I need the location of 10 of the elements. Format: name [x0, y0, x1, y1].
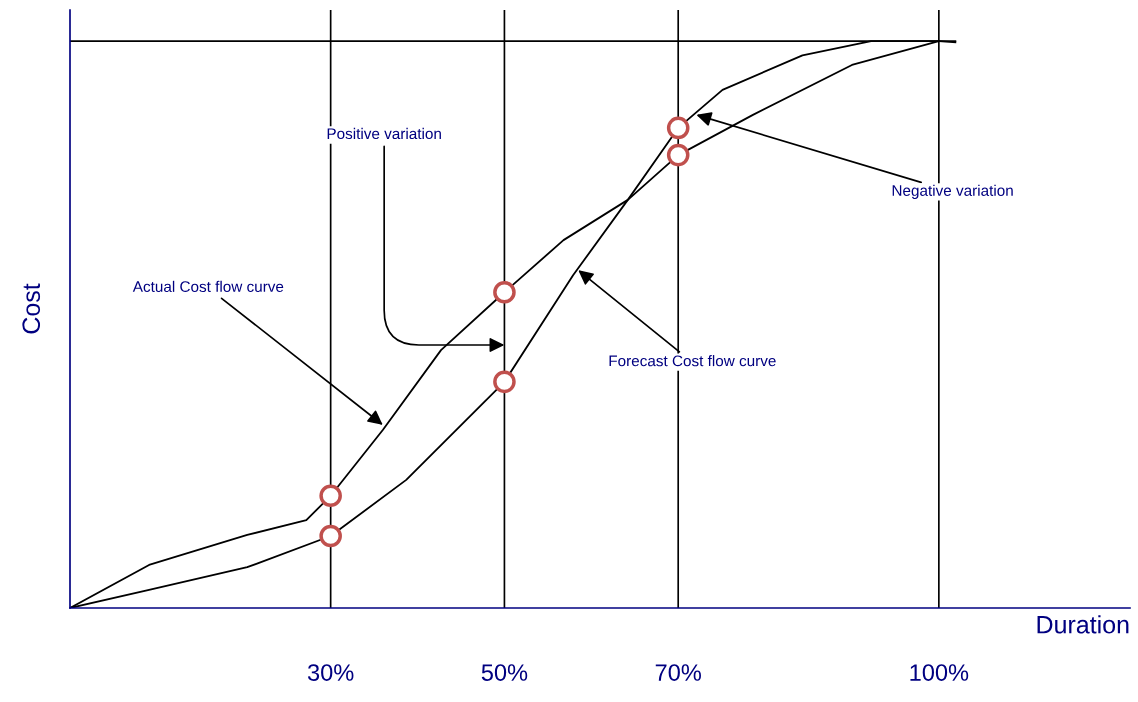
annotation: Positive variation: [327, 127, 441, 140]
x-tick-label: 50%: [481, 664, 528, 681]
annotation: Negative variation: [892, 184, 1013, 199]
annotation: Forecast Cost flow curve: [609, 355, 776, 367]
annotation: Actual Cost flow curve: [132, 280, 284, 293]
x-tick-label: 100%: [910, 664, 969, 681]
x-axis-title: Duration: [1037, 615, 1129, 634]
x-tick-label: 70%: [655, 664, 701, 681]
y-axis-title: Cost: [22, 283, 41, 334]
x-tick-label: 30%: [307, 664, 354, 681]
